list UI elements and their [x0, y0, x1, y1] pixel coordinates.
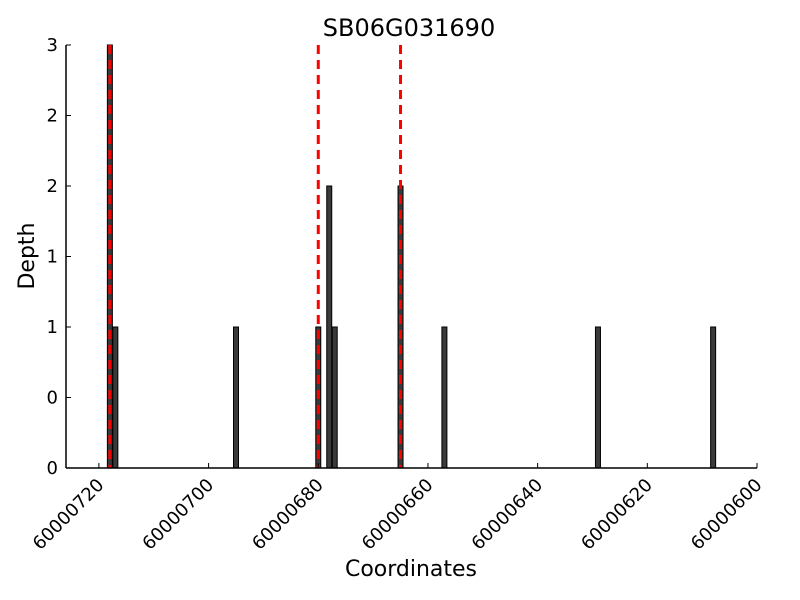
plot-area [65, 44, 757, 469]
depth-bar-9 [710, 326, 717, 469]
y-tick-label-0: 0 [47, 458, 58, 479]
depth-bar-4 [326, 185, 333, 469]
y-tick-label-2: 1 [47, 317, 58, 338]
y-tick-label-6: 3 [47, 35, 58, 56]
chart-title: SB06G031690 [323, 14, 495, 42]
depth-bar-5 [331, 326, 338, 469]
x-axis-label: Coordinates [345, 557, 477, 582]
x-tick-label-5: 60000620 [577, 475, 657, 555]
depth-bar-2 [233, 326, 240, 469]
y-tick-label-4: 2 [47, 176, 58, 197]
depth-bar-1 [112, 326, 119, 469]
markers-layer [108, 45, 403, 468]
y-axis-label: Depth [15, 222, 40, 289]
x-tick-label-1: 60000700 [138, 475, 218, 555]
x-tick-label-0: 60000720 [29, 475, 109, 555]
depth-bar-8 [594, 326, 601, 469]
y-tick-label-1: 0 [47, 388, 58, 409]
y-tick-label-5: 2 [47, 106, 58, 127]
axes-layer [65, 45, 757, 469]
x-tick-label-6: 60000600 [687, 475, 767, 555]
bars-layer [106, 44, 717, 469]
x-tick-label-4: 60000640 [468, 475, 548, 555]
x-tick-label-2: 60000680 [248, 475, 328, 555]
depth-bar-7 [441, 326, 448, 469]
x-tick-label-3: 60000660 [358, 475, 438, 555]
y-tick-label-3: 1 [47, 247, 58, 268]
